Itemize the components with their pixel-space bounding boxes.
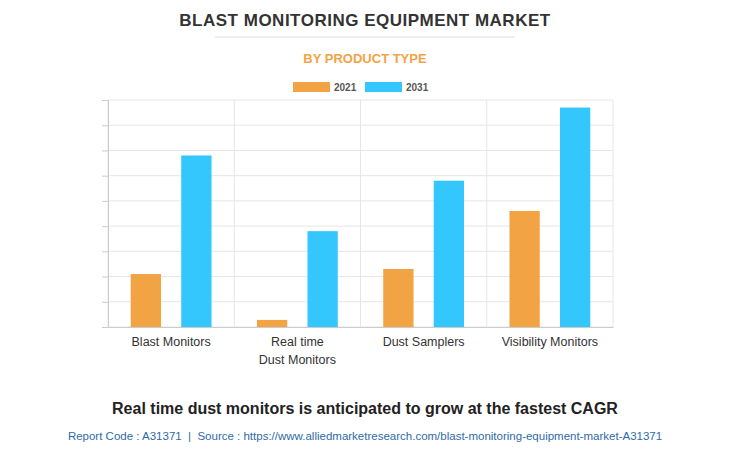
y-tick-mark: [102, 150, 108, 151]
series: [181, 108, 590, 327]
y-tick-mark: [102, 251, 108, 252]
title: BLAST MONITORING EQUIPMENT MARKET: [179, 11, 550, 30]
subtitle: BY PRODUCT TYPE: [303, 51, 427, 66]
bar: [181, 155, 211, 327]
bar: [434, 181, 464, 327]
y-axis: [102, 101, 109, 328]
y-tick: [102, 302, 108, 303]
y-tick: [102, 100, 108, 101]
x-tick: Visibility Monitors: [502, 327, 598, 349]
legend-label: 2031: [406, 82, 429, 93]
bar: [257, 320, 287, 327]
legend-item: 2031: [365, 82, 429, 93]
legend-swatch: [365, 82, 402, 92]
x-tick-label: Visibility Monitors: [502, 335, 598, 349]
y-tick: [102, 277, 108, 278]
grid: [108, 100, 613, 327]
y-tick: [102, 125, 108, 126]
x-tick: Dust Samplers: [383, 327, 465, 349]
legend-swatch: [293, 82, 330, 92]
bar: [307, 231, 337, 327]
legend-item: 2021: [293, 82, 357, 93]
x-axis-line: [109, 327, 614, 328]
plot: Blast Monitors Real timeDust Monitors Dust…: [102, 100, 614, 367]
bar: [131, 274, 161, 327]
y-tick: [102, 201, 108, 202]
y-tick: [102, 226, 108, 227]
y-tick-mark: [102, 100, 108, 101]
y-tick: [102, 176, 108, 177]
category-divider: [360, 100, 361, 327]
category-divider: [234, 100, 235, 327]
y-tick-mark: [102, 201, 108, 202]
legend: 2021 2031: [293, 82, 429, 93]
x-tick-label: Dust Samplers: [383, 335, 465, 349]
bars: [131, 108, 591, 327]
footer: Report Code : A31371 | Source : https://…: [68, 430, 662, 442]
y-tick-mark: [102, 226, 108, 227]
y-tick-mark: [102, 327, 108, 328]
y-axis-line: [102, 101, 109, 328]
bar: [560, 108, 590, 327]
y-tick-mark: [102, 302, 108, 303]
y-tick-mark: [102, 176, 108, 177]
x-tick-label: Real timeDust Monitors: [259, 335, 336, 367]
y-tick-mark: [102, 125, 108, 126]
y-tick-mark: [102, 277, 108, 278]
legend-label: 2021: [334, 82, 357, 93]
x-tick: Real timeDust Monitors: [259, 327, 336, 367]
chart: BLAST MONITORING EQUIPMENT MARKET BY PROD…: [0, 0, 730, 453]
category-divider: [486, 100, 487, 327]
x-tick-label: Blast Monitors: [132, 335, 211, 349]
y-tick: [102, 150, 108, 151]
y-tick: [102, 251, 108, 252]
x-tick: Blast Monitors: [132, 327, 211, 349]
x-axis: Blast Monitors Real timeDust Monitors Dust…: [109, 327, 614, 367]
bar: [509, 211, 539, 327]
category-divider: [613, 100, 614, 327]
title-rule: [215, 37, 515, 38]
annotation: Real time dust monitors is anticipated t…: [112, 400, 618, 417]
y-tick: [102, 327, 108, 328]
bar: [383, 269, 413, 327]
